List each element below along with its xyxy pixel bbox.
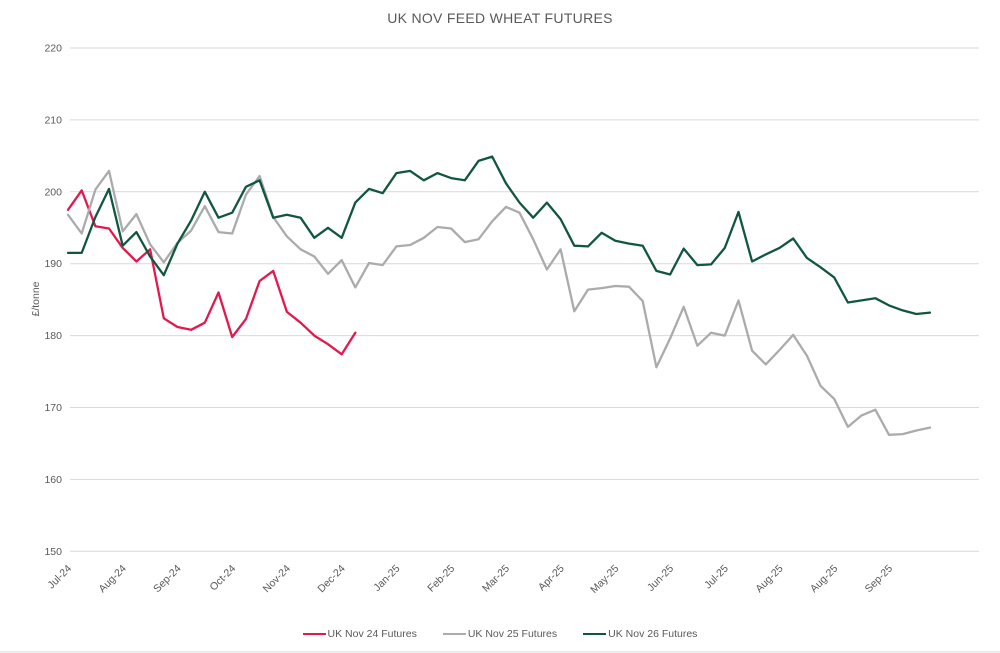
- x-tick-label: Jul-25: [702, 563, 731, 592]
- x-tick-label: Aug-25: [808, 563, 841, 596]
- y-tick-label: 210: [44, 114, 62, 126]
- x-tick-label: Feb-25: [425, 563, 457, 595]
- y-tick-label: 180: [44, 330, 62, 342]
- y-tick-label: 200: [44, 186, 62, 198]
- legend-label-uk-nov-24-futures: UK Nov 24 Futures: [327, 628, 417, 640]
- legend-label-uk-nov-26-futures: UK Nov 26 Futures: [608, 628, 698, 640]
- x-tick-label: Aug-24: [96, 563, 129, 596]
- legend-swatch-uk-nov-26-futures: [583, 632, 607, 636]
- y-tick-label: 150: [44, 546, 62, 558]
- x-tick-label: Dec-24: [315, 563, 348, 596]
- legend-item-uk-nov-24-futures: UK Nov 24 Futures: [302, 628, 417, 640]
- x-tick-label: Apr-25: [536, 563, 567, 594]
- x-tick-label: Jan-25: [371, 563, 402, 594]
- legend: UK Nov 24 Futures UK Nov 25 Futures UK N…: [0, 628, 1000, 640]
- y-tick-label: 170: [44, 402, 62, 414]
- x-tick-label: Jul-24: [45, 563, 74, 592]
- x-tick-label: Mar-25: [480, 563, 512, 595]
- chart-title: UK NOV FEED WHEAT FUTURES: [387, 10, 613, 26]
- x-tick-label: Sep-25: [863, 563, 896, 596]
- x-tick-label: Nov-24: [261, 563, 294, 596]
- legend-label-uk-nov-25-futures: UK Nov 25 Futures: [467, 628, 558, 640]
- x-tick-label: Oct-24: [208, 563, 239, 594]
- bottom-edge-divider: [0, 651, 1000, 653]
- y-tick-label: 220: [44, 43, 62, 55]
- x-tick-label: Aug-25: [753, 563, 786, 596]
- x-tick-label: Jun-25: [645, 563, 676, 594]
- series-line-uk-nov-26-futures: [66, 155, 932, 316]
- x-tick-label: Sep-24: [151, 563, 184, 596]
- y-tick-label: 190: [44, 258, 62, 270]
- series-line-uk-nov-25-futures: [66, 169, 932, 436]
- x-tick-label: May-25: [588, 563, 621, 596]
- legend-item-uk-nov-26-futures: UK Nov 26 Futures: [583, 628, 697, 640]
- series-line-uk-nov-24-futures: [66, 189, 357, 356]
- y-tick-label: 160: [44, 474, 62, 486]
- legend-item-uk-nov-25-futures: UK Nov 25 Futures: [442, 628, 558, 640]
- legend-swatch-uk-nov-24-futures: [302, 632, 326, 636]
- legend-swatch-uk-nov-25-futures: [442, 632, 466, 636]
